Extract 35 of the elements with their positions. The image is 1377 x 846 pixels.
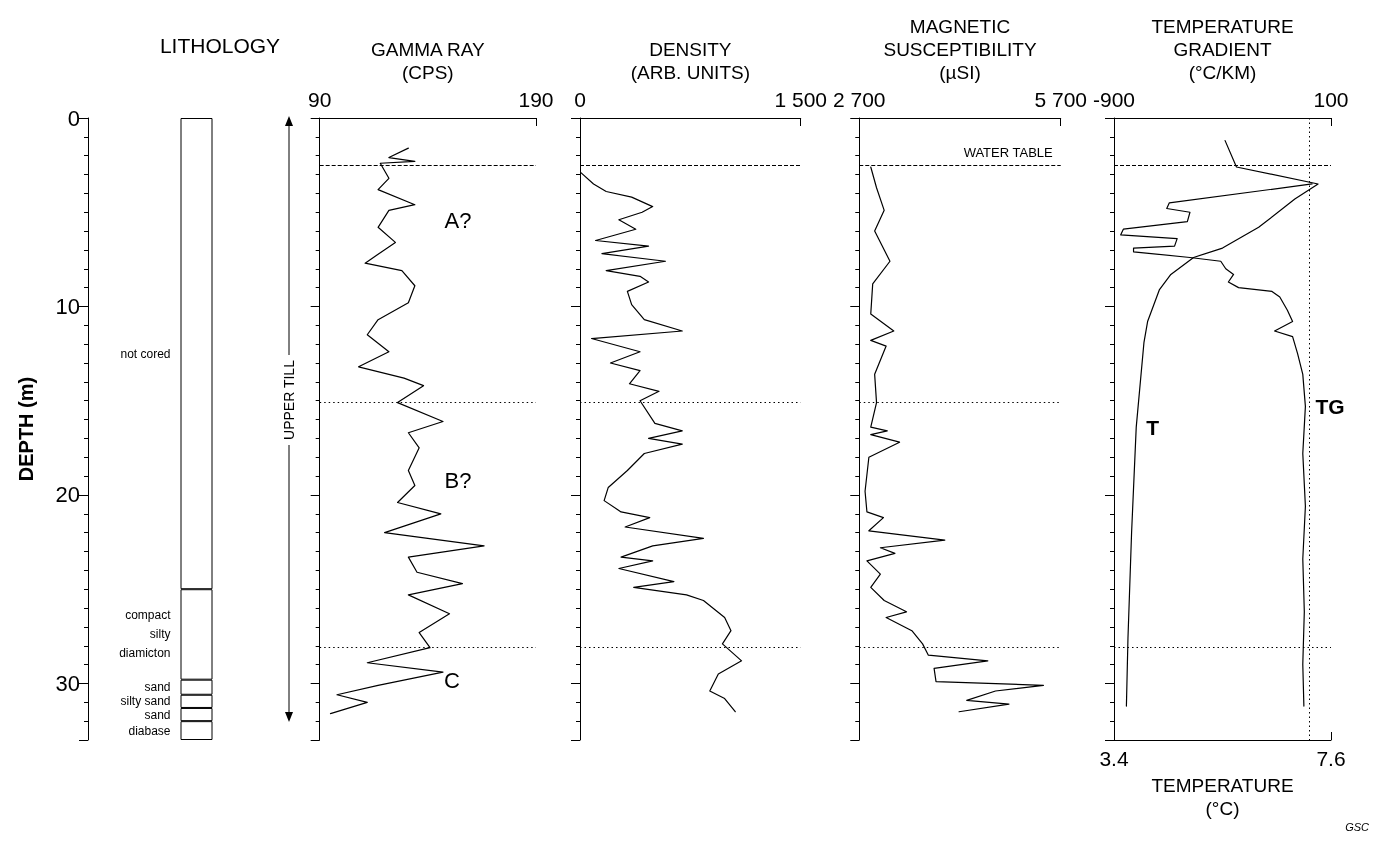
series-label: T: [1146, 415, 1160, 439]
x-tick-label: 7.6: [1316, 747, 1346, 770]
x-axis-title: TEMPERATURE (°C): [1151, 774, 1294, 819]
x2-tick-label: 100: [1313, 88, 1349, 111]
x-tick-label: 3.4: [1099, 747, 1129, 770]
series-label: silty sand: [120, 694, 171, 709]
x-tick-label: 190: [518, 88, 554, 111]
series-label: compact silty diamicton: [119, 608, 172, 661]
y-tick-label: 10: [55, 293, 80, 319]
x-axis-title: MAGNETIC SUSCEPTIBILITY (µSI): [883, 16, 1037, 84]
series-label: diabase: [128, 723, 171, 738]
y-tick-label: 20: [55, 482, 80, 508]
text: GSC: [1345, 820, 1370, 833]
y-axis-title: DEPTH (m): [15, 376, 37, 482]
annotation: B?: [444, 467, 472, 493]
x2-axis-title: TEMPERATURE GRADIENT (°C/KM): [1151, 16, 1294, 84]
series-label: sand: [144, 707, 171, 722]
ref-line-label: WATER TABLE: [963, 145, 1054, 161]
series-label: sand: [144, 680, 171, 695]
annotation: A?: [444, 207, 472, 233]
y-tick-label: 30: [55, 670, 80, 696]
x-tick-label: 5 700: [1034, 88, 1088, 111]
text: UPPER TILL: [281, 359, 297, 440]
x-axis-title: GAMMA RAY (CPS): [371, 39, 485, 84]
x-tick-label: 2 700: [832, 88, 886, 111]
series-label: TG: [1315, 394, 1345, 418]
y-tick-label: 0: [67, 105, 80, 131]
x-tick-label: 0: [574, 88, 586, 111]
series-label: not cored: [120, 346, 171, 361]
chart-title: LITHOLOGY: [159, 34, 281, 57]
annotation: C: [444, 667, 461, 693]
x2-tick-label: -900: [1093, 88, 1136, 111]
x-tick-label: 90: [308, 88, 332, 111]
x-axis-title: DENSITY (ARB. UNITS): [630, 39, 750, 84]
x-tick-label: 1 500: [774, 88, 828, 111]
